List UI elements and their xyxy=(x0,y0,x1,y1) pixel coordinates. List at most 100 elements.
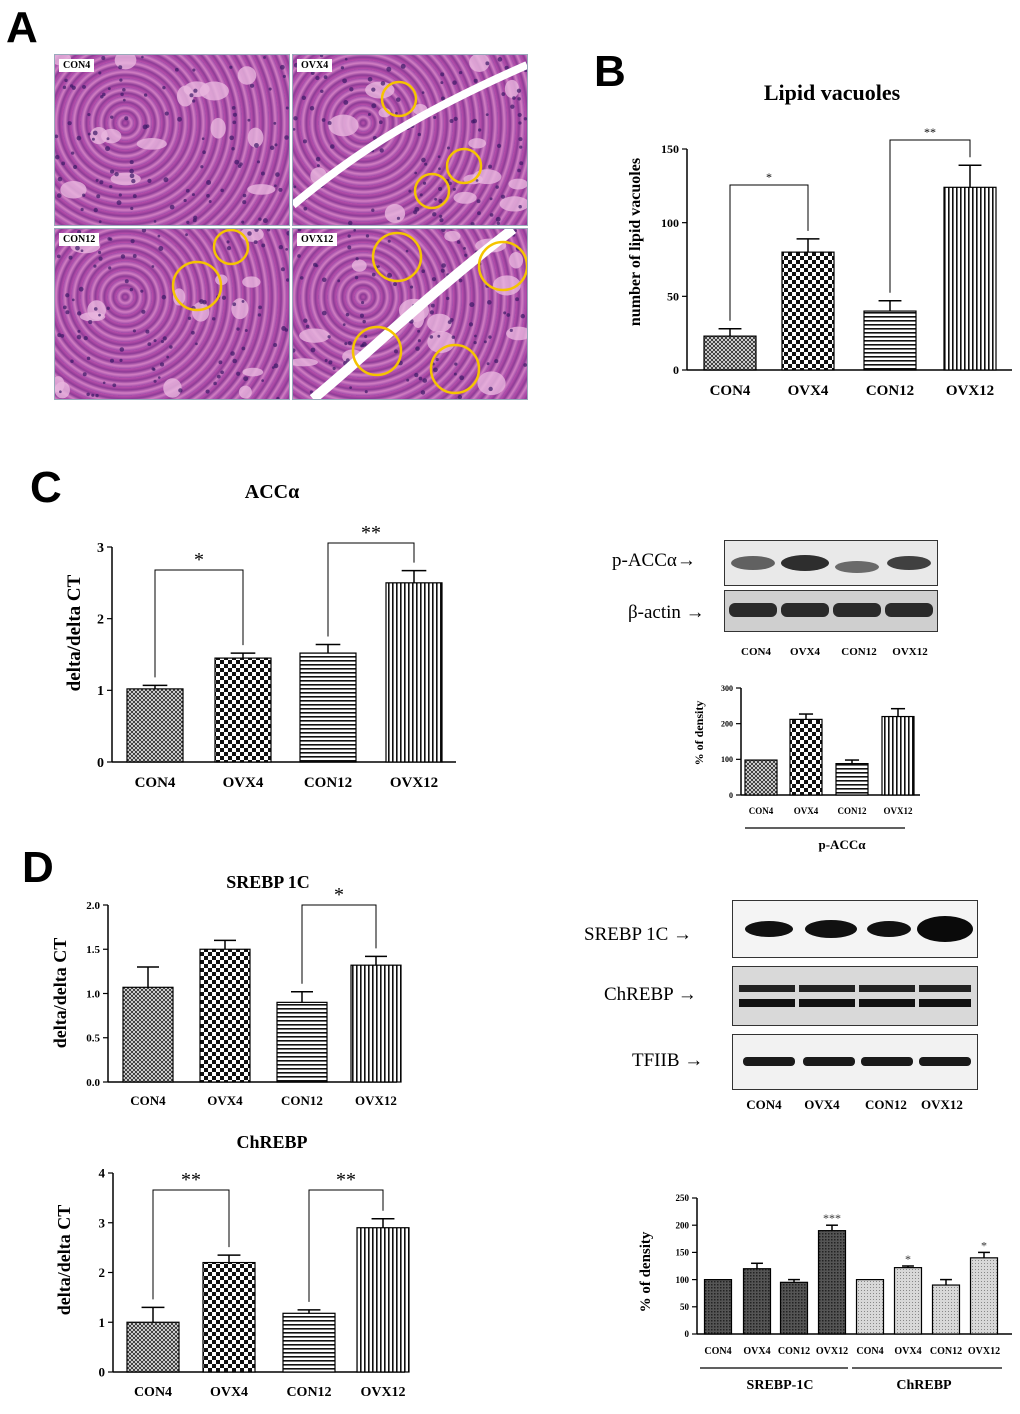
chart-srebp-title: SREBP 1C xyxy=(226,872,310,892)
chart-lipid-y-tick-label: 150 xyxy=(661,142,679,156)
blot-c-lane-4: OVX12 xyxy=(892,646,928,658)
chart-srebp-category-label: CON4 xyxy=(130,1093,166,1108)
chart-lipid-category-label: OVX4 xyxy=(788,383,829,399)
chart-chrebp-bar xyxy=(282,1312,336,1373)
chart-pacc-y-label: % of density xyxy=(692,701,706,766)
chart-density_d-bar-label: * xyxy=(981,1238,987,1252)
panel-letter-d: D xyxy=(22,843,54,892)
chart-srebp-y-tick-label: 1.0 xyxy=(86,988,100,1000)
blot-c-lane-3: CON12 xyxy=(841,646,877,658)
blot-c-pacc-strip xyxy=(724,540,938,586)
chart-density_d-category-label: CON4 xyxy=(704,1346,731,1357)
chart-acc-title: ACCα xyxy=(245,481,300,503)
chart-pacc-x-label: p-ACCα xyxy=(819,837,867,852)
chart-srebp-y-tick-label: 1.5 xyxy=(86,944,100,956)
chart-density_d-bar xyxy=(779,1281,809,1335)
chart-acc-y-label: delta/delta CT xyxy=(64,574,85,691)
chart-acc-sig-label: ** xyxy=(361,522,381,544)
chart-density_d-group-label: ChREBP xyxy=(896,1378,952,1393)
chart-srebp-category-label: OVX12 xyxy=(355,1093,397,1108)
lipid-vacuole-circle xyxy=(429,343,481,395)
chart-lipid-sig-label: ** xyxy=(924,125,936,139)
blot-c-lane-1: CON4 xyxy=(741,646,771,658)
chart-lipid-bar xyxy=(943,186,997,371)
chart-lipid-category-label: OVX12 xyxy=(946,383,994,399)
chart-pacc-y-tick-label: 200 xyxy=(721,719,733,728)
chart-pacc-bar xyxy=(835,763,869,796)
histology-label: CON4 xyxy=(59,59,95,72)
blot-d-lane-4: OVX12 xyxy=(921,1097,963,1112)
chart-acc-bar xyxy=(385,582,443,763)
chart-srebp-bar xyxy=(276,1001,328,1083)
chart-acc-bar xyxy=(299,652,357,763)
chart-chrebp-category-label: CON4 xyxy=(134,1385,172,1400)
chart-density_d-y-tick-label: 50 xyxy=(680,1302,690,1312)
blot-d-chrebp-bands xyxy=(739,985,971,1007)
panel-letter-c: C xyxy=(30,463,62,512)
chart-density_d-category-label: OVX4 xyxy=(894,1346,921,1357)
chart-acc-sig-bracket xyxy=(327,542,415,637)
blot-d-tfiib-bands xyxy=(743,1057,971,1066)
chart-chrebp-bar xyxy=(356,1227,410,1373)
chart-srebp-category-label: OVX4 xyxy=(207,1093,243,1108)
chart-density_d-y-tick-label: 100 xyxy=(676,1275,690,1285)
blot-c-lane-2: OVX4 xyxy=(790,646,820,658)
chart-chrebp-y-tick-label: 2 xyxy=(99,1265,106,1280)
panel-letter-b: B xyxy=(594,47,626,96)
chart-acc-category-label: OVX4 xyxy=(223,775,264,791)
chart-density_d-category-label: OVX12 xyxy=(968,1346,1000,1357)
chart-density_d-bar-label: * xyxy=(905,1252,911,1266)
chart-srebp-y-label: delta/delta CT xyxy=(50,938,70,1049)
lipid-vacuole-circle xyxy=(413,172,451,210)
chart-chrebp-title: ChREBP xyxy=(236,1132,307,1152)
chart-density_d-bar xyxy=(742,1268,772,1335)
histology-label: CON12 xyxy=(59,233,100,246)
chart-acc-y-tick-label: 3 xyxy=(97,541,104,556)
blot-d-tfiib-strip xyxy=(732,1034,978,1090)
chart-srebp-category-label: CON12 xyxy=(281,1093,323,1108)
chart-pacc-category-label: CON12 xyxy=(838,806,867,816)
blot-d-srebp-strip xyxy=(732,900,978,958)
chart-acc-bar xyxy=(214,657,272,763)
chart-acc-bar xyxy=(126,688,184,763)
chart-density_d-category-label: CON12 xyxy=(930,1346,962,1357)
chart-acc-y-tick-label: 0 xyxy=(97,756,104,771)
chart-pacc-bar xyxy=(881,715,915,796)
chart-density_d-y-label: % of density xyxy=(638,1231,654,1312)
blot-d-lane-2: OVX4 xyxy=(804,1097,840,1112)
chart-density_d-category-label: CON4 xyxy=(856,1346,883,1357)
chart-lipid-y-tick-label: 100 xyxy=(661,216,679,230)
blot-c-label-actin: β-actin → xyxy=(628,602,705,623)
chart-chrebp-y-tick-label: 0 xyxy=(99,1365,106,1380)
chart-density_d-bar-label: *** xyxy=(823,1211,841,1225)
chart-density_d-bar xyxy=(893,1267,923,1335)
blot-d-label-srebp: SREBP 1C → xyxy=(584,924,693,945)
chart-pacc-y-tick-label: 0 xyxy=(729,791,733,800)
chart-lipid-category-label: CON12 xyxy=(866,383,914,399)
chart-density_d-category-label: OVX4 xyxy=(743,1346,770,1357)
chart-chrebp-category-label: CON12 xyxy=(286,1385,331,1400)
lipid-vacuole-circle xyxy=(477,240,527,292)
panel-letter-a: A xyxy=(6,3,38,52)
chart-pacc-bar xyxy=(744,759,778,796)
chart-lipid-category-label: CON4 xyxy=(710,383,751,399)
chart-srebp-sig-bracket xyxy=(301,904,377,984)
chart-lipid-y-label: number of lipid vacuoles xyxy=(627,158,644,326)
chart-acc-sig-bracket xyxy=(154,569,244,678)
chart-acc-category-label: CON12 xyxy=(304,775,352,791)
histology-image-1: CON4 xyxy=(54,54,290,226)
lipid-vacuole-circle xyxy=(380,80,418,118)
chart-acc-sig-label: * xyxy=(194,549,204,571)
chart-lipid-sig-bracket xyxy=(889,139,971,293)
chart-lipid-bar xyxy=(703,335,757,371)
chart-chrebp-sig-label: ** xyxy=(336,1169,356,1191)
chart-lipid-bar xyxy=(781,251,835,371)
blot-c-actin-bands xyxy=(729,603,933,617)
blot-d-lane-3: CON12 xyxy=(865,1097,907,1112)
chart-acc-y-tick-label: 1 xyxy=(97,684,104,699)
blot-d-srebp-bands xyxy=(745,916,973,942)
chart-srebp-bar xyxy=(350,964,402,1083)
blot-c-actin-strip xyxy=(724,590,938,632)
lipid-vacuole-circle xyxy=(171,260,223,312)
